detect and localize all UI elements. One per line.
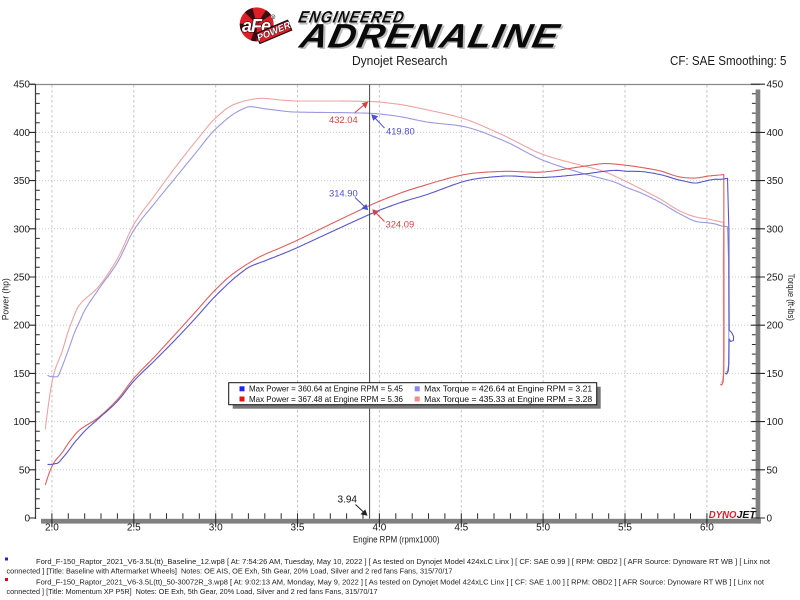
svg-text:324.09: 324.09: [386, 219, 415, 230]
svg-text:Ford_F-150_Raptor_2021_V6-3.5L: Ford_F-150_Raptor_2021_V6-3.5L(tt)_Basel…: [36, 557, 771, 566]
svg-text:3.5: 3.5: [291, 523, 305, 534]
svg-text:6.0: 6.0: [700, 523, 714, 534]
svg-text:300: 300: [767, 224, 784, 235]
svg-text:450: 450: [13, 80, 30, 91]
svg-text:200: 200: [767, 321, 784, 332]
svg-text:Max Power = 367.48 at Engine R: Max Power = 367.48 at Engine RPM = 5.36: [249, 394, 403, 404]
svg-text:0: 0: [24, 514, 30, 525]
svg-text:150: 150: [13, 369, 30, 380]
svg-text:3.94: 3.94: [338, 495, 358, 506]
svg-text:50: 50: [19, 465, 31, 476]
svg-text:250: 250: [767, 273, 784, 284]
svg-text:314.90: 314.90: [329, 188, 358, 199]
svg-text:4.0: 4.0: [372, 523, 386, 534]
svg-text:3.0: 3.0: [209, 523, 223, 534]
svg-text:Max Torque = 435.33 at Engine: Max Torque = 435.33 at Engine RPM = 3.28: [424, 394, 592, 404]
svg-text:5.0: 5.0: [536, 523, 550, 534]
svg-text:Max Power = 360.64 at Engine R: Max Power = 360.64 at Engine RPM = 5.45: [249, 384, 403, 394]
svg-text:400: 400: [13, 128, 30, 139]
svg-text:Dynojet Research: Dynojet Research: [352, 53, 448, 68]
svg-text:100: 100: [13, 417, 30, 428]
svg-text:Engine RPM (rpmx1000): Engine RPM (rpmx1000): [353, 535, 440, 545]
svg-text:Torque (ft-lbs): Torque (ft-lbs): [786, 274, 796, 321]
svg-text:connected ] [Title: Baseline w: connected ] [Title: Baseline with Afterm…: [7, 567, 453, 576]
svg-text:JET: JET: [737, 510, 757, 521]
svg-text:connected ] [Title: Momentum X: connected ] [Title: Momentum XP P5R] Not…: [7, 587, 378, 596]
svg-text:Power (hp): Power (hp): [1, 278, 11, 320]
svg-text:2.5: 2.5: [127, 523, 141, 534]
svg-text:2.0: 2.0: [45, 523, 59, 534]
svg-text:0: 0: [767, 514, 773, 525]
svg-text:DYNO: DYNO: [709, 510, 737, 521]
svg-text:50: 50: [767, 465, 779, 476]
svg-text:200: 200: [13, 321, 30, 332]
svg-text:419.80: 419.80: [386, 126, 415, 137]
svg-text:4.5: 4.5: [454, 523, 468, 534]
svg-text:432.04: 432.04: [329, 114, 358, 125]
svg-text:CF: SAE Smoothing: 5: CF: SAE Smoothing: 5: [670, 53, 787, 68]
svg-text:100: 100: [767, 417, 784, 428]
svg-text:5.5: 5.5: [618, 523, 632, 534]
svg-text:ENGINEERED: ENGINEERED: [297, 9, 407, 27]
svg-text:250: 250: [13, 273, 30, 284]
svg-text:R: R: [272, 15, 275, 19]
svg-text:300: 300: [13, 224, 30, 235]
svg-text:ADRENALINE: ADRENALINE: [296, 16, 564, 54]
svg-text:150: 150: [767, 369, 784, 380]
svg-text:Max Torque = 426.64 at Engine: Max Torque = 426.64 at Engine RPM = 3.21: [424, 384, 592, 394]
svg-text:450: 450: [767, 80, 784, 91]
svg-text:350: 350: [767, 176, 784, 187]
svg-text:400: 400: [767, 128, 784, 139]
svg-text:350: 350: [13, 176, 30, 187]
svg-text:Ford_F-150_Raptor_2021_V6-3.5L: Ford_F-150_Raptor_2021_V6-3.5L(tt)_50-30…: [36, 578, 765, 587]
